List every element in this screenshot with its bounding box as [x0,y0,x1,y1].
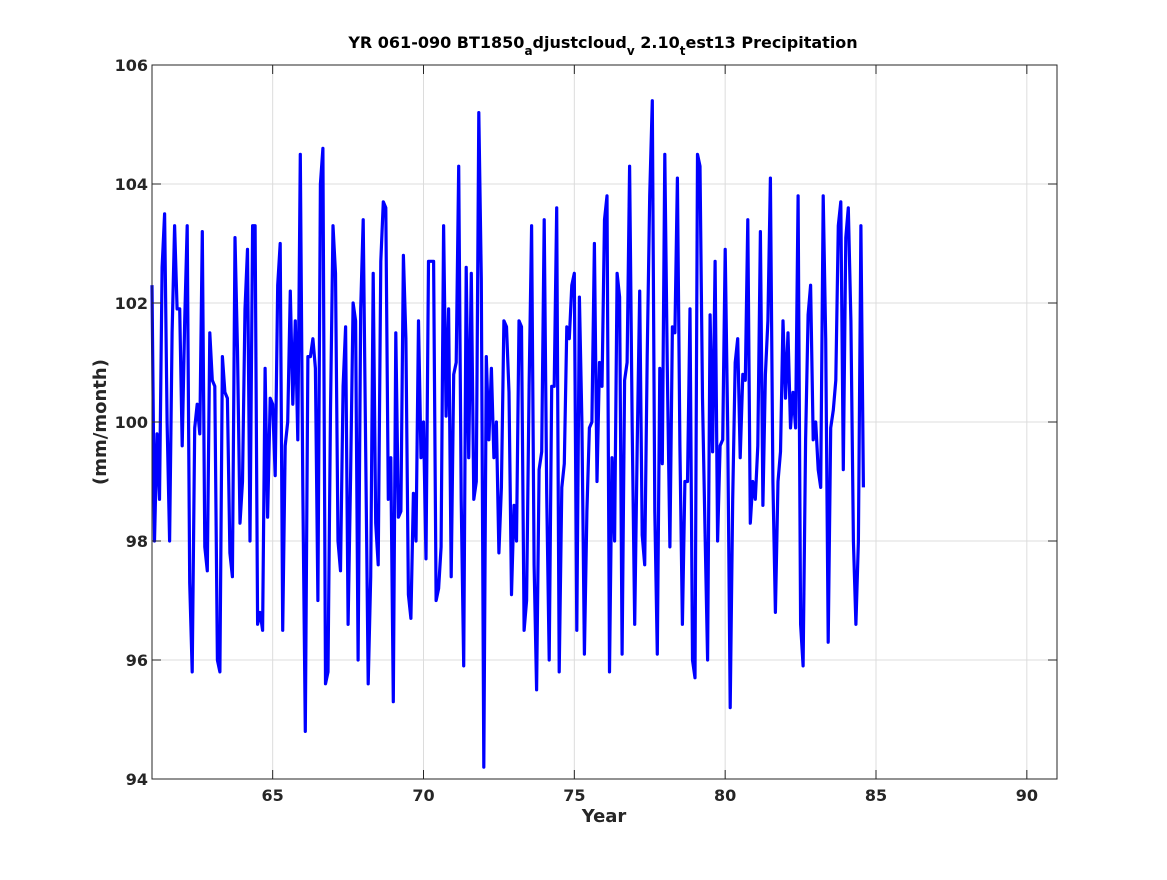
y-tick-label: 96 [126,651,148,670]
title-sub-2: v [627,44,635,58]
y-tick-label: 98 [126,532,148,551]
title-sub-1: a [524,44,532,58]
x-tick-label: 65 [262,786,284,805]
y-tick-label: 104 [115,175,148,194]
x-tick-label: 70 [412,786,434,805]
x-tick-label: 85 [865,786,887,805]
y-tick-label: 100 [115,413,148,432]
x-axis-title: Year [581,806,627,827]
y-tick-label: 94 [126,770,148,789]
title-part-d: est13 Precipitation [685,33,857,52]
x-tick-label: 75 [563,786,585,805]
y-tick-label: 106 [115,56,148,75]
series-line-1 [150,99,865,769]
title-part-c: 2.10 [635,33,680,52]
x-tick-label: 80 [714,786,736,805]
y-axis-title: (mm/month) [90,359,111,485]
tick-labels: 65 70 75 80 85 90 94 96 98 100 102 104 106 [115,56,1038,805]
chart-title: YR 061-090 BT1850adjustcloudv 2.10test13… [347,33,857,58]
title-sub-3: t [680,44,686,58]
y-tick-label: 102 [115,294,148,313]
axis-ticks [152,64,1057,780]
x-tick-label: 90 [1016,786,1038,805]
series-layer [150,99,865,769]
title-part-b: djustcloud [533,33,627,52]
title-part-a: YR 061-090 BT1850 [347,33,524,52]
